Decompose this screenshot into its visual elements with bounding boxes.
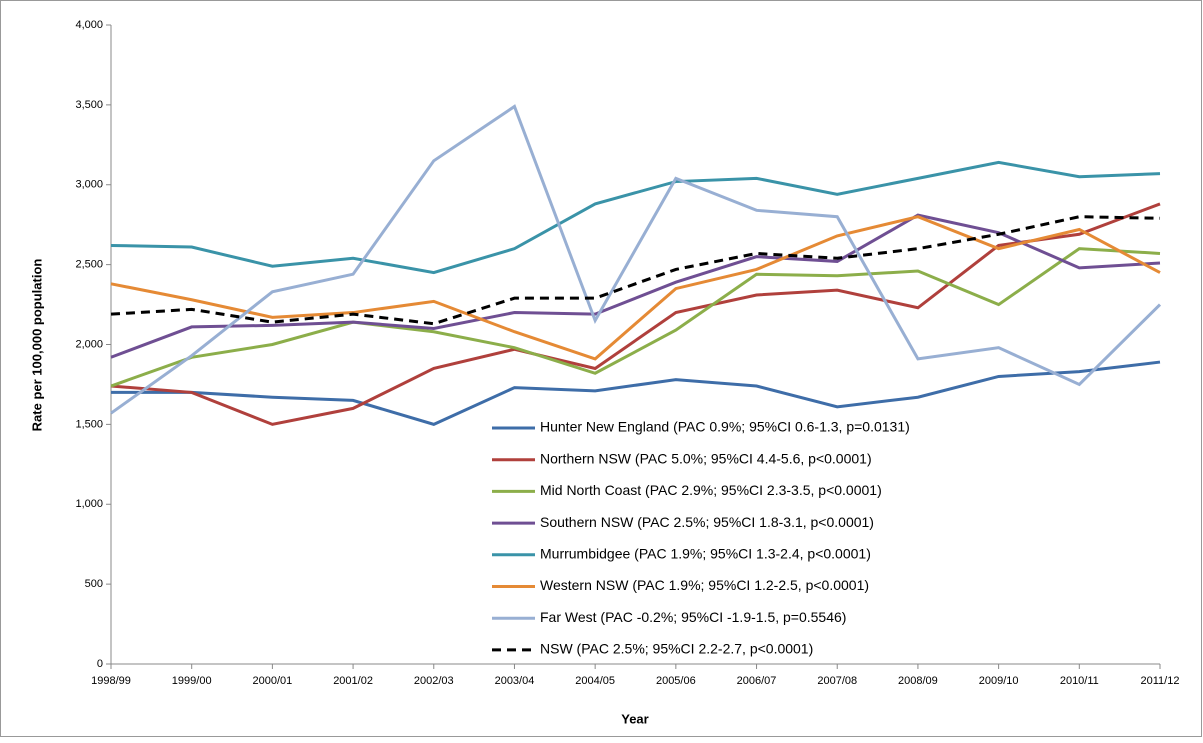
x-tick-label: 2003/04 [495,675,535,687]
y-tick-label: 2,500 [75,259,103,271]
x-tick-label: 2011/12 [1141,675,1180,687]
x-tick-label: 2009/10 [979,675,1019,687]
y-tick-label: 3,000 [75,179,103,191]
x-tick-label: 2004/05 [575,675,615,687]
series-line [110,215,1161,326]
series-line [110,160,1161,275]
legend-label: Southern NSW (PAC 2.5%; 95%CI 1.8-3.1, p… [540,514,874,530]
series-line [110,104,1162,415]
x-tick-label: 2000/01 [253,675,293,687]
x-tick-label: 2002/03 [414,675,454,687]
y-tick-label: 2,000 [75,338,103,350]
y-tick-label: 500 [85,578,103,590]
y-tick-label: 0 [97,658,103,670]
legend-label: Mid North Coast (PAC 2.9%; 95%CI 2.3-3.5… [540,482,882,498]
y-tick-label: 1,000 [75,498,103,510]
y-tick-label: 1,500 [75,418,103,430]
x-tick-label: 2010/11 [1060,675,1099,687]
series-line [110,215,1161,361]
x-tick-label: 2008/09 [898,675,938,687]
x-tick-label: 2001/02 [333,675,373,687]
x-axis-title: Year [621,711,648,726]
legend-label: Murrumbidgee (PAC 1.9%; 95%CI 1.3-2.4, p… [540,546,871,562]
y-axis-title: Rate per 100,000 population [29,259,44,432]
x-tick-label: 2005/06 [656,675,696,687]
series-line [110,247,1161,388]
y-tick-label: 3,500 [75,99,103,111]
legend-label: Western NSW (PAC 1.9%; 95%CI 1.2-2.5, p<… [540,577,869,593]
legend-label: Northern NSW (PAC 5.0%; 95%CI 4.4-5.6, p… [540,450,872,466]
x-tick-label: 1999/00 [172,675,212,687]
series-line [110,213,1161,359]
legend-label: NSW (PAC 2.5%; 95%CI 2.2-2.7, p<0.0001) [540,641,813,657]
y-tick-label: 4,000 [75,19,103,31]
legend-label: Far West (PAC -0.2%; 95%CI -1.9-1.5, p=0… [540,609,846,625]
series-line [111,360,1161,426]
x-tick-label: 1998/99 [91,675,131,687]
x-tick-label: 2007/08 [817,675,857,687]
legend-label: Hunter New England (PAC 0.9%; 95%CI 0.6-… [540,419,910,435]
series-line [110,202,1161,426]
x-tick-label: 2006/07 [737,675,777,687]
